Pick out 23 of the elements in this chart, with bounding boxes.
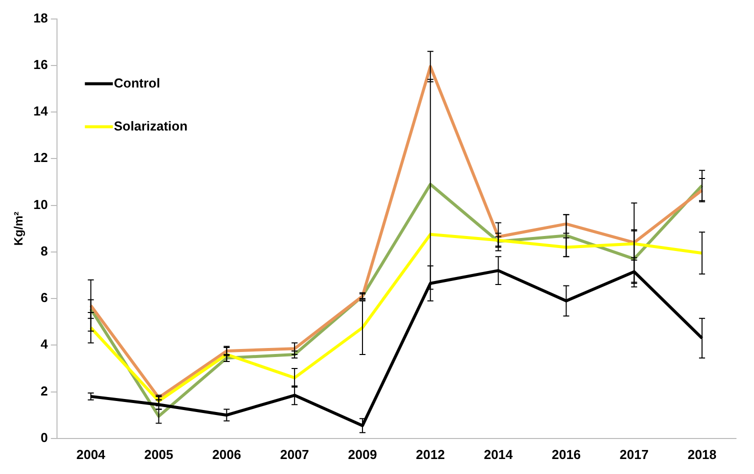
- y-tick-label: 4: [40, 336, 49, 352]
- y-tick-label: 8: [40, 243, 48, 258]
- y-axis-title: Kg/m²: [12, 212, 26, 246]
- x-tick-label: 2016: [552, 446, 581, 462]
- x-tick-label: 2014: [484, 446, 514, 462]
- x-tick-label: 2009: [348, 446, 377, 462]
- x-tick-label: 2018: [688, 446, 717, 462]
- y-tick-label: 10: [33, 196, 48, 212]
- legend-label: Solarization: [114, 118, 188, 134]
- y-tick-label: 12: [33, 150, 48, 166]
- x-tick-label: 2006: [212, 446, 242, 462]
- y-tick-label: 6: [40, 290, 48, 306]
- x-tick-label: 2017: [620, 446, 649, 462]
- y-tick-label: 14: [33, 104, 49, 119]
- x-tick-label: 2012: [416, 446, 445, 462]
- legend-label: Control: [114, 75, 160, 90]
- y-tick-label: 18: [33, 10, 48, 26]
- x-tick-label: 2004: [76, 446, 106, 462]
- y-tick-label: 0: [40, 430, 48, 445]
- x-tick-label: 2007: [280, 446, 310, 462]
- y-tick-label: 16: [33, 57, 48, 72]
- y-tick-label: 2: [40, 383, 48, 398]
- x-tick-label: 2005: [144, 446, 174, 462]
